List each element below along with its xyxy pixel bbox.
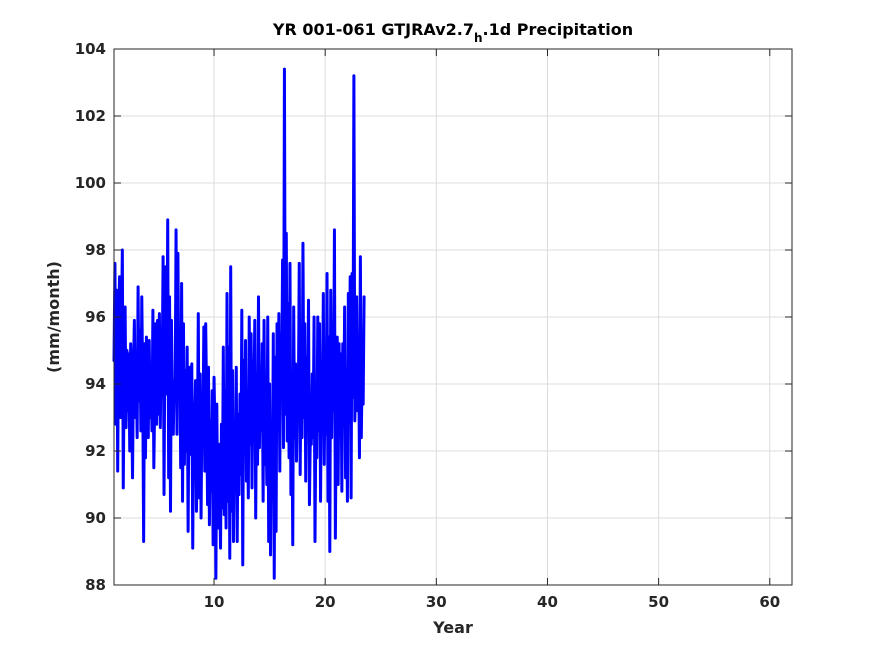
chart-title: YR 001-061 GTJRAv2.7h.1d Precipitation bbox=[272, 20, 633, 45]
ticks bbox=[114, 48, 792, 586]
y-axis-label: (mm/month) bbox=[44, 261, 63, 373]
series-layer bbox=[112, 67, 366, 580]
chart-title-subscript: h bbox=[474, 31, 483, 45]
series-line-1 bbox=[112, 67, 366, 580]
x-tick-label: 40 bbox=[537, 593, 558, 611]
x-tick-label: 60 bbox=[759, 593, 780, 611]
x-tick-label: 30 bbox=[426, 593, 447, 611]
y-tick-label: 92 bbox=[85, 442, 106, 460]
chart-title-suffix: .1d Precipitation bbox=[483, 20, 634, 39]
y-tick-label: 104 bbox=[75, 40, 106, 58]
y-tick-label: 96 bbox=[85, 308, 106, 326]
y-tick-label: 94 bbox=[85, 375, 106, 393]
chart-title-main: YR 001-061 GTJRAv2.7 bbox=[272, 20, 474, 39]
y-tick-label: 90 bbox=[85, 509, 106, 527]
x-tick-label: 10 bbox=[204, 593, 225, 611]
y-tick-label: 88 bbox=[85, 576, 106, 594]
tick-labels: 10 20 30 40 50 60 88 90 92 94 96 98 100 102 104 bbox=[75, 40, 781, 611]
y-tick-label: 100 bbox=[75, 174, 106, 192]
y-tick-label: 98 bbox=[85, 241, 106, 259]
x-tick-label: 20 bbox=[315, 593, 336, 611]
y-tick-label: 102 bbox=[75, 107, 106, 125]
x-tick-label: 50 bbox=[648, 593, 669, 611]
x-axis-label: Year bbox=[432, 618, 473, 637]
